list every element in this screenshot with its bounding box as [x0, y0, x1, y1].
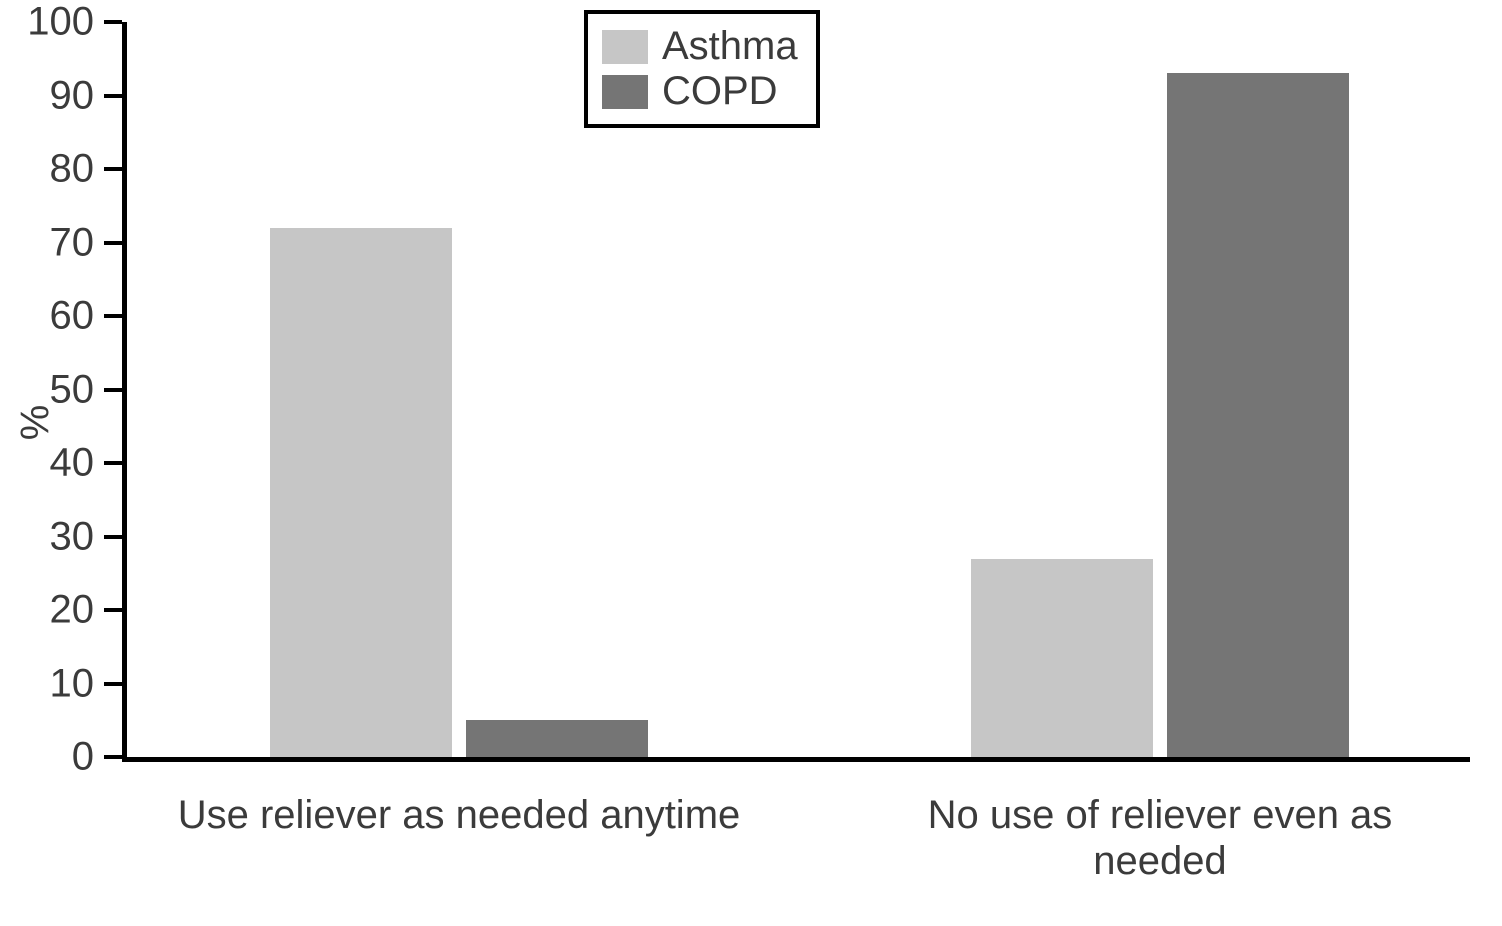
y-tick-label: 90	[14, 73, 94, 118]
plot-area	[122, 22, 1470, 762]
legend-item: Asthma	[602, 24, 798, 69]
bar	[971, 559, 1153, 757]
y-tick	[104, 755, 122, 759]
y-tick-label: 30	[14, 514, 94, 559]
x-category-label: No use of reliever even asneeded	[810, 792, 1502, 884]
y-tick	[104, 167, 122, 171]
y-tick-label: 50	[14, 367, 94, 412]
bar	[1167, 73, 1349, 757]
legend-item: COPD	[602, 69, 798, 114]
y-tick	[104, 682, 122, 686]
y-tick-label: 80	[14, 147, 94, 192]
y-tick-label: 60	[14, 294, 94, 339]
x-category-label: Use reliever as needed anytime	[109, 792, 809, 838]
bar-chart: % AsthmaCOPD Use reliever as needed anyt…	[0, 0, 1502, 926]
y-tick	[104, 535, 122, 539]
legend-label: Asthma	[662, 24, 798, 69]
bar	[466, 720, 648, 757]
legend: AsthmaCOPD	[584, 10, 820, 128]
y-tick-label: 100	[14, 0, 94, 45]
y-tick	[104, 20, 122, 24]
y-tick-label: 0	[14, 735, 94, 780]
y-tick-label: 10	[14, 661, 94, 706]
y-tick	[104, 241, 122, 245]
legend-swatch	[602, 30, 648, 64]
x-axis-line	[122, 757, 1470, 762]
bar	[270, 228, 452, 757]
y-tick	[104, 461, 122, 465]
y-tick	[104, 314, 122, 318]
y-tick	[104, 94, 122, 98]
y-tick	[104, 388, 122, 392]
y-tick-label: 70	[14, 220, 94, 265]
y-tick-label: 20	[14, 588, 94, 633]
y-tick-label: 40	[14, 441, 94, 486]
y-tick	[104, 608, 122, 612]
legend-label: COPD	[662, 69, 778, 114]
legend-swatch	[602, 75, 648, 109]
y-axis-line	[122, 22, 127, 762]
